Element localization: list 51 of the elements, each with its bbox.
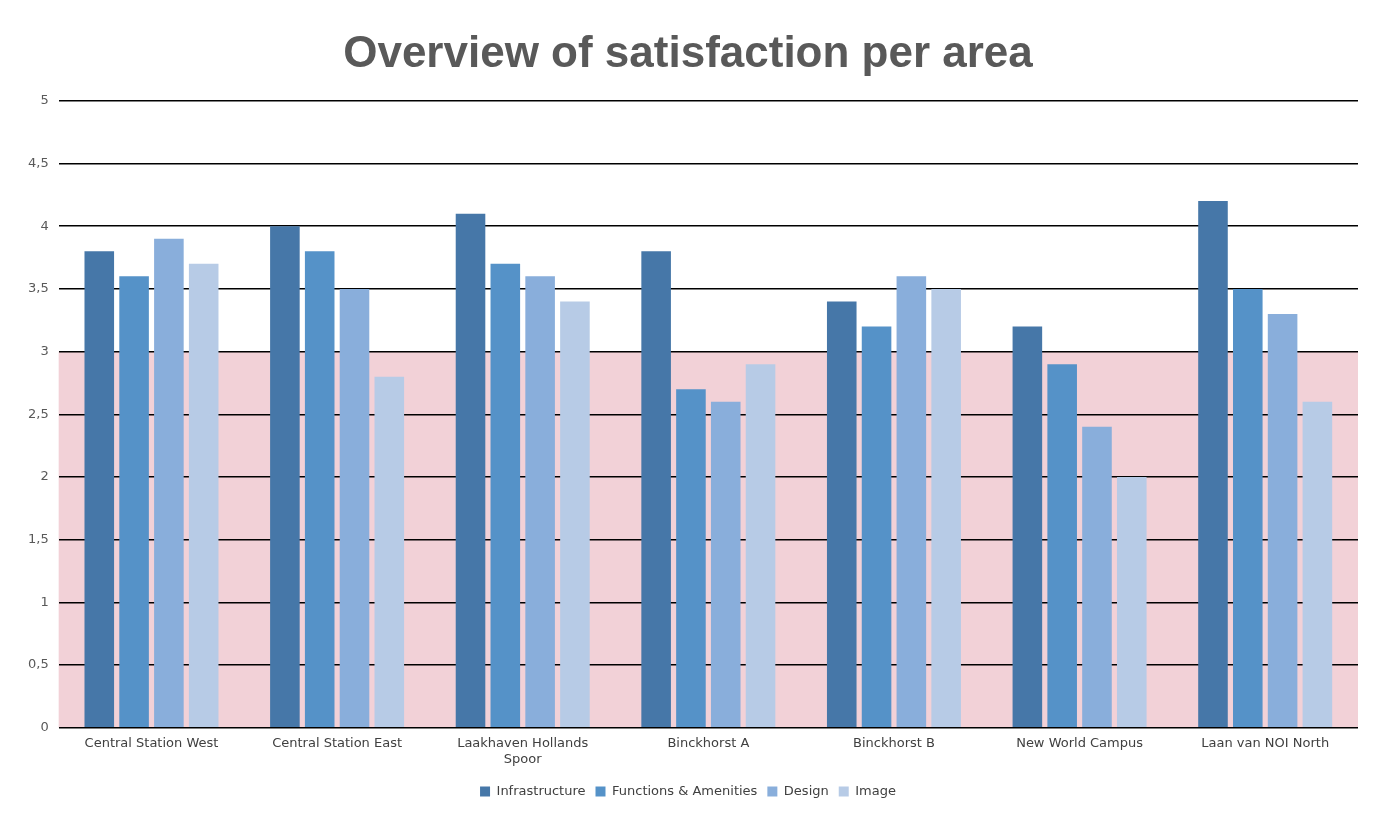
y-tick-label: 2,5 [27,405,49,421]
bar [490,263,521,728]
bar [745,364,776,728]
bar [188,263,219,728]
bar [641,251,671,728]
bar [270,226,300,728]
x-tick-label: New World Campus [1016,734,1144,750]
bar [896,276,927,728]
y-tick-label: 3,5 [27,280,49,296]
y-tick-label: 5 [40,92,49,108]
y-tick-label: 1 [40,593,49,609]
bar [154,238,184,728]
legend-label: Functions & Amenities [612,782,758,798]
bar [84,251,115,728]
bar [710,401,741,728]
x-tick-label: Laan van NOI North [1201,734,1330,750]
y-tick-label: 2 [40,468,49,484]
bar [525,276,555,728]
bar [1047,364,1077,728]
bar [374,376,405,728]
bar [1082,426,1112,728]
x-tick-label: Central Station West [84,734,219,750]
bar [455,213,486,728]
bar [1267,313,1298,728]
bar [304,251,335,728]
bar [560,301,590,728]
bar [1302,401,1333,728]
bar [826,301,857,728]
legend-label: Design [783,782,829,798]
legend-label: Image [855,782,896,798]
bar [339,288,370,728]
x-tick-label: Laakhaven Hollands Spoor [457,734,589,766]
bar [1198,201,1228,728]
bar [1233,288,1263,728]
legend-label: Infrastructure [496,782,586,798]
bar [861,326,892,728]
x-tick-label: Binckhorst A [667,734,750,750]
y-tick-label: 3 [40,342,49,358]
x-tick-label: Binckhorst B [853,734,935,750]
y-tick-label: 0 [40,719,49,735]
x-tick-label: Central Station East [272,734,403,750]
y-tick-label: 1,5 [27,531,49,547]
y-tick-label: 4,5 [27,154,49,170]
bar [676,389,706,728]
bar [119,276,149,728]
y-tick-label: 0,5 [27,656,49,672]
bar [1116,477,1147,728]
bar [1012,326,1043,728]
y-tick-label: 4 [40,217,49,233]
chart-title: Overview of satisfaction per area [343,26,1034,76]
bar [931,288,961,728]
